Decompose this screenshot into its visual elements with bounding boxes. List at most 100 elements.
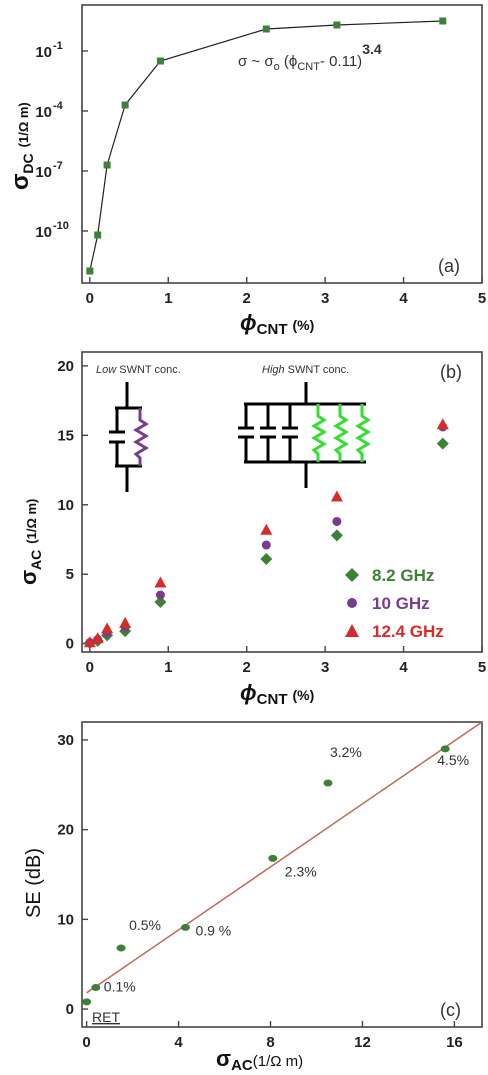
panel-c-x-ticks: 0 4 8 12 16 <box>82 1021 463 1051</box>
panel-b-point-diamond <box>154 596 167 608</box>
panel-a-data-point <box>156 57 164 65</box>
panel-a-y-tick-label: 10 <box>35 104 52 121</box>
panel-b-y-sub: AC <box>28 550 44 570</box>
panel-c-data-point <box>91 984 101 992</box>
circuit-high-conc-icon: High SWNT conc. <box>238 364 371 488</box>
panel-b-point-triangle <box>436 418 449 430</box>
panel-a-y-symbol: σ <box>7 174 34 190</box>
circuit-low-conc-icon: Low SWNT conc. <box>96 364 181 492</box>
panel-c-y-tick-label: 10 <box>57 911 74 928</box>
legend-marker-10ghz <box>347 598 357 608</box>
panel-c-x-tick-label: 8 <box>266 1034 274 1051</box>
panel-b-point-circle <box>155 590 165 600</box>
panel-a-y-tick-label: 10 <box>35 44 52 61</box>
circuit-low-resistor <box>133 408 149 466</box>
inset-high-label: High SWNT conc. <box>262 364 349 376</box>
panel-b-point-triangle <box>260 523 273 535</box>
panel-a-y-tick-label: 10 <box>35 224 52 241</box>
panel-c-data-point <box>440 745 450 753</box>
inset-high-rest: SWNT conc. <box>285 364 350 376</box>
resistor-1 <box>311 404 327 462</box>
panel-b-x-axis-label: ϕCNT (%) <box>240 680 314 708</box>
panel-a-x-tick-label: 1 <box>164 290 172 307</box>
panel-a-x-tick-label: 4 <box>399 290 408 307</box>
panel-c-data-point <box>116 944 126 952</box>
panel-b-point-diamond <box>260 552 273 565</box>
panel-c-x-tick-label: 4 <box>174 1034 183 1051</box>
inset-low-rest: SWNT conc. <box>116 364 181 376</box>
panel-b-y-tick-label: 20 <box>57 358 74 375</box>
panel-c-x-unit: (1/Ω m) <box>253 1053 303 1070</box>
panel-c-x-tick-label: 16 <box>446 1034 463 1051</box>
panel-b-x-tick-label: 0 <box>86 659 94 676</box>
inset-high-italic: High <box>262 364 285 376</box>
inset-low-label: Low SWNT conc. <box>96 364 181 376</box>
panel-b-x-tick-label: 5 <box>478 659 486 676</box>
panel-b-x-ticks: 0 1 2 3 4 5 <box>86 646 486 676</box>
panel-b-legend: 8.2 GHz 10 GHz 12.4 GHz <box>345 566 444 641</box>
panel-c-point-label: 0.1% <box>104 979 136 995</box>
panel-c-point-label: 3.2% <box>330 744 362 760</box>
panel-a-x-sub: CNT <box>257 321 288 338</box>
capacitor-1 <box>238 404 254 462</box>
panel-b-x-tick-label: 1 <box>164 659 172 676</box>
panel-c-point-label: 0.9 % <box>195 922 231 938</box>
panel-b-x-unit: (%) <box>293 687 315 703</box>
panel-b-y-ticks: 0 5 10 15 20 <box>57 358 88 653</box>
panel-c-x-tick-label: 12 <box>354 1034 371 1051</box>
panel-b: 0 1 2 3 4 5 0 5 10 15 20 Low SWNT conc. High SWNT… <box>16 351 486 708</box>
panel-a-x-ticks: 0 1 2 3 4 5 <box>86 277 486 307</box>
panel-a-y-tick-exponent: -10 <box>53 220 69 232</box>
panel-a-annotation-exponent: 3.4 <box>362 41 382 57</box>
panel-b-point-triangle <box>101 622 114 634</box>
panel-b-x-sub: CNT <box>257 691 288 708</box>
panel-a-x-tick-label: 3 <box>321 290 329 307</box>
panel-b-y-tick-label: 5 <box>66 566 74 583</box>
panel-c-y-tick-label: 20 <box>57 822 74 839</box>
panel-b-frame <box>81 351 483 653</box>
panel-b-point-triangle <box>330 490 343 502</box>
panel-a-data-point <box>121 101 129 109</box>
panel-c-x-symbol: σ <box>216 1046 231 1071</box>
panel-b-x-tick-label: 4 <box>399 659 408 676</box>
panel-c-frame <box>81 721 483 1028</box>
panel-b-x-symbol: ϕ <box>240 680 257 705</box>
panel-c-x-sub: AC <box>231 1057 253 1074</box>
panel-a-x-tick-label: 5 <box>478 290 486 307</box>
panel-c-label: (c) <box>440 1000 461 1020</box>
panel-c-y-tick-label: 30 <box>57 732 74 749</box>
panel-a-y-tick-exponent: -4 <box>53 100 64 112</box>
panel-b-y-axis-label: σAC (1/Ω m) <box>16 499 44 585</box>
panel-b-point-triangle <box>91 632 104 644</box>
panel-b-x-tick-label: 3 <box>321 659 329 676</box>
panel-b-point-circle <box>332 516 342 526</box>
panel-c-x-tick-label: 0 <box>82 1034 90 1051</box>
panel-c-fit-line <box>86 721 483 994</box>
panel-a-x-axis-label: ϕCNT (%) <box>240 310 314 338</box>
panel-b-point-triangle <box>154 576 167 588</box>
panel-b-x-tick-label: 2 <box>243 659 251 676</box>
legend-marker-8-2ghz <box>345 568 359 582</box>
legend-marker-12-4ghz <box>345 624 359 637</box>
legend-label-10ghz: 10 GHz <box>372 594 430 613</box>
panel-a-x-symbol: ϕ <box>240 310 257 335</box>
panel-a-frame <box>81 4 483 284</box>
panel-c-data-point <box>180 923 190 931</box>
panel-a-series-line <box>89 20 443 272</box>
panel-a-annotation-post: - 0.11) <box>320 53 362 70</box>
panel-b-y-tick-label: 15 <box>57 427 74 444</box>
panel-a-data-point <box>94 231 102 239</box>
panel-a-y-unit: (1/Ω m) <box>16 102 31 147</box>
panel-a-x-tick-label: 0 <box>86 290 94 307</box>
resistor-2 <box>333 404 349 462</box>
panel-b-y-tick-label: 10 <box>57 497 74 514</box>
panel-c: 0 4 8 12 16 0 10 20 30 0.1% 0.5% 0.9 % 2.3% 3.2% 4.5… <box>23 721 483 1074</box>
panel-a-data-point <box>103 161 111 169</box>
circuit-high-resistors <box>311 404 371 462</box>
panel-a-y-sub: DC <box>20 153 36 173</box>
panel-a-data-point <box>333 21 341 29</box>
panel-b-y-unit: (1/Ω m) <box>24 499 39 544</box>
